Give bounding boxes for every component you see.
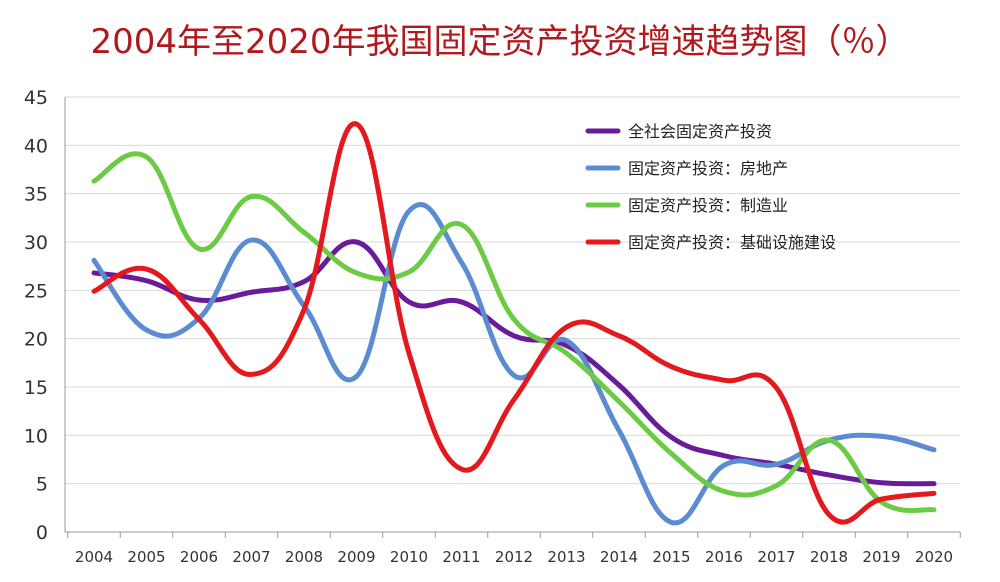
y-tick-label: 10 — [24, 425, 48, 447]
chart-title: 2004年至2020年我国固定资产投资增速趋势图（％） — [90, 22, 910, 62]
y-tick-label: 35 — [24, 184, 48, 206]
x-tick-label: 2016 — [705, 548, 743, 566]
x-tick-label: 2020 — [915, 548, 953, 566]
x-tick-label: 2008 — [285, 548, 323, 566]
series-line-1 — [91, 239, 937, 487]
x-tick-label: 2005 — [127, 548, 165, 566]
y-tick-label: 20 — [24, 329, 48, 351]
x-tick-label: 2019 — [862, 548, 900, 566]
x-tick-label: 2006 — [180, 548, 218, 566]
x-tick-label: 2017 — [757, 548, 795, 566]
legend-label: 全社会固定资产投资 — [628, 122, 772, 141]
axis-layer: 0 5 10 15 20 25 30 35 40 45 2004 2005 2006 2007 2008 20… — [24, 87, 961, 566]
x-tick-label: 2007 — [232, 548, 270, 566]
legend-label: 固定资产投资：制造业 — [628, 196, 788, 215]
y-tick-label: 25 — [24, 280, 48, 302]
legend-label: 固定资产投资：房地产 — [628, 159, 788, 178]
series-layer — [91, 121, 937, 526]
x-tick-label: 2011 — [442, 548, 480, 566]
x-tick-label: 2009 — [337, 548, 375, 566]
x-tick-label: 2013 — [547, 548, 585, 566]
y-tick-label: 0 — [36, 522, 48, 544]
series-line-4 — [91, 121, 937, 525]
legend: 全社会固定资产投资固定资产投资：房地产固定资产投资：制造业固定资产投资：基础设施… — [585, 122, 836, 252]
x-tick-label: 2018 — [810, 548, 848, 566]
y-tick-label: 45 — [24, 87, 48, 109]
series-line-2 — [91, 202, 937, 526]
legend-label: 固定资产投资：基础设施建设 — [628, 233, 836, 252]
x-tick-label: 2004 — [75, 548, 113, 566]
y-tick-label: 30 — [24, 232, 48, 254]
x-tick-label: 2014 — [600, 548, 638, 566]
x-tick-label: 2015 — [652, 548, 690, 566]
grid-layer — [65, 96, 960, 533]
y-tick-label: 15 — [24, 377, 48, 399]
y-tick-label: 5 — [36, 474, 48, 496]
x-tick-label: 2012 — [495, 548, 533, 566]
series-line-3 — [91, 151, 937, 514]
y-tick-label: 40 — [24, 135, 48, 157]
x-tick-label: 2010 — [390, 548, 428, 566]
